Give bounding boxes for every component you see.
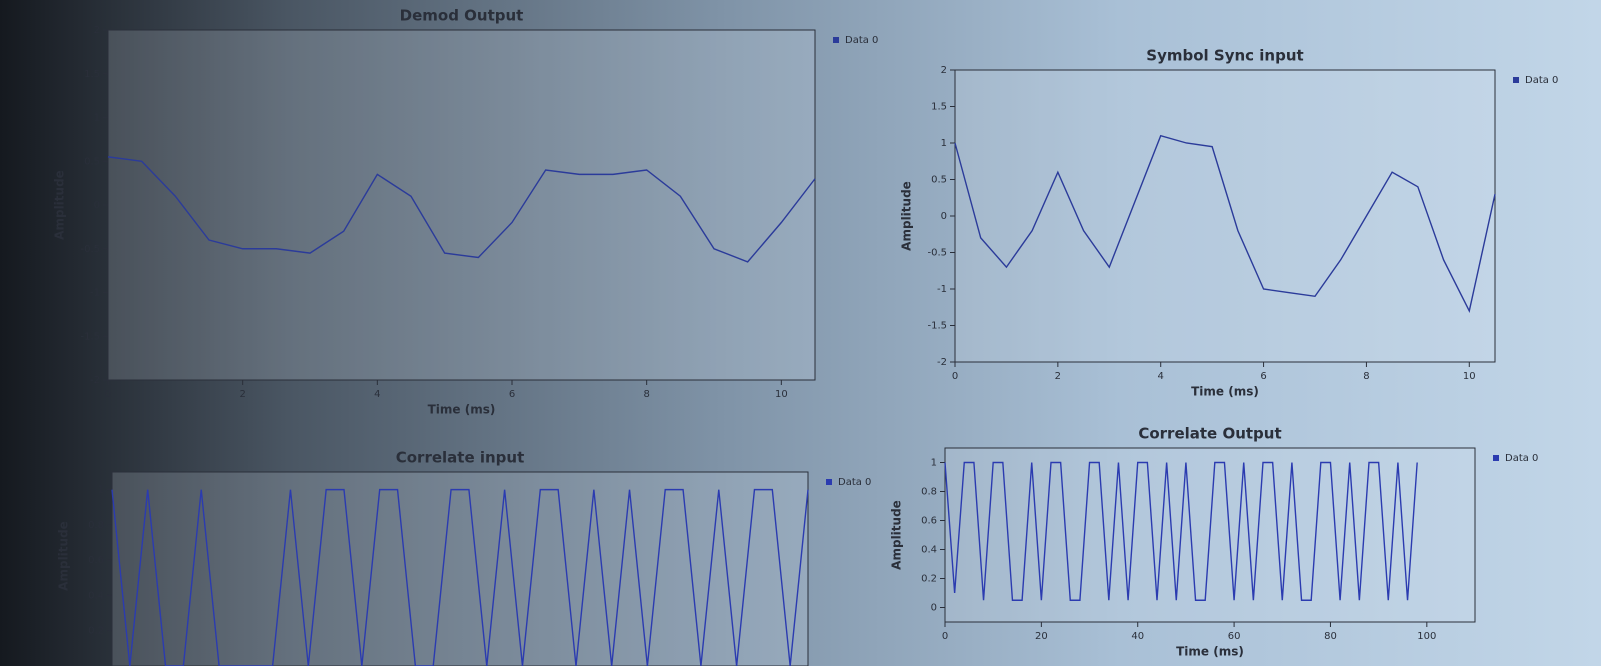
chart-title: Correlate input (396, 449, 525, 467)
y-tick-label: 1 (98, 485, 104, 496)
legend-label: Data 0 (838, 477, 871, 488)
plot-area (107, 29, 816, 381)
legend-swatch (1513, 77, 1519, 83)
x-axis-label: Time (ms) (1191, 385, 1259, 399)
x-axis-label: Time (ms) (428, 403, 496, 417)
x-tick-label: 20 (1035, 631, 1048, 642)
legend-label: Data 0 (1505, 453, 1538, 464)
y-axis-label: Amplitude (57, 521, 71, 591)
x-tick-label: 100 (1417, 631, 1436, 642)
y-tick-label: -1.5 (80, 331, 100, 342)
x-tick-label: 8 (1363, 371, 1369, 382)
x-tick-label: 0 (105, 389, 111, 400)
y-tick-label: 1 (94, 113, 100, 124)
y-tick-label: 1 (941, 138, 947, 149)
y-tick-label: 1 (931, 458, 937, 469)
y-tick-label: -0.5 (927, 248, 947, 259)
y-tick-label: 0 (931, 603, 937, 614)
chart-title: Symbol Sync input (1146, 47, 1303, 65)
y-tick-label: -2 (90, 375, 100, 386)
legend-swatch (1493, 455, 1499, 461)
y-tick-label: 1.5 (931, 102, 947, 113)
legend-label: Data 0 (1525, 75, 1558, 86)
x-tick-label: 2 (1055, 371, 1061, 382)
x-tick-label: 6 (509, 389, 515, 400)
x-tick-label: 0 (942, 631, 948, 642)
x-tick-label: 4 (1158, 371, 1164, 382)
chart-title: Demod Output (400, 7, 524, 25)
data-line (954, 134, 1496, 313)
data-line (944, 461, 1418, 601)
data-line (111, 488, 809, 666)
x-tick-label: 80 (1324, 631, 1337, 642)
x-axis-label: Time (ms) (1176, 645, 1244, 659)
x-tick-label: 10 (1463, 371, 1476, 382)
y-tick-label: 0 (941, 211, 947, 222)
y-tick-label: 0.2 (921, 574, 937, 585)
legend-swatch (833, 37, 839, 43)
y-tick-label: 0.2 (88, 626, 104, 637)
plot-area (111, 471, 809, 666)
x-tick-label: 0 (952, 371, 958, 382)
legend-label: Data 0 (845, 35, 878, 46)
data-line (107, 156, 816, 263)
y-tick-label: 0.5 (931, 175, 947, 186)
y-tick-label: 0.8 (921, 487, 937, 498)
y-tick-label: 0.5 (84, 156, 100, 167)
y-axis-label: Amplitude (900, 181, 914, 251)
y-axis-label: Amplitude (53, 170, 67, 240)
plot-area (954, 69, 1496, 363)
y-tick-label: -1 (90, 288, 100, 299)
y-tick-label: 2 (941, 65, 947, 76)
y-tick-label: -2 (937, 357, 947, 368)
y-tick-label: 0.6 (921, 516, 937, 527)
y-tick-label: -0.5 (80, 244, 100, 255)
y-tick-label: 1.5 (84, 69, 100, 80)
x-tick-label: 8 (643, 389, 649, 400)
x-tick-label: 4 (374, 389, 380, 400)
legend-swatch (826, 479, 832, 485)
y-tick-label: 0.4 (921, 545, 937, 556)
x-tick-label: 10 (775, 389, 788, 400)
x-tick-label: 40 (1131, 631, 1144, 642)
chart-title: Correlate Output (1138, 425, 1281, 443)
y-tick-label: -1 (937, 284, 947, 295)
y-tick-label: 0.4 (88, 590, 104, 601)
y-tick-label: 0.6 (88, 555, 104, 566)
x-tick-label: 2 (239, 389, 245, 400)
y-tick-label: 0 (94, 200, 100, 211)
y-tick-label: -1.5 (927, 321, 947, 332)
y-tick-label: 0.8 (88, 520, 104, 531)
y-tick-label: 2 (94, 25, 100, 36)
y-axis-label: Amplitude (890, 500, 904, 570)
x-tick-label: 6 (1260, 371, 1266, 382)
x-tick-label: 60 (1228, 631, 1241, 642)
